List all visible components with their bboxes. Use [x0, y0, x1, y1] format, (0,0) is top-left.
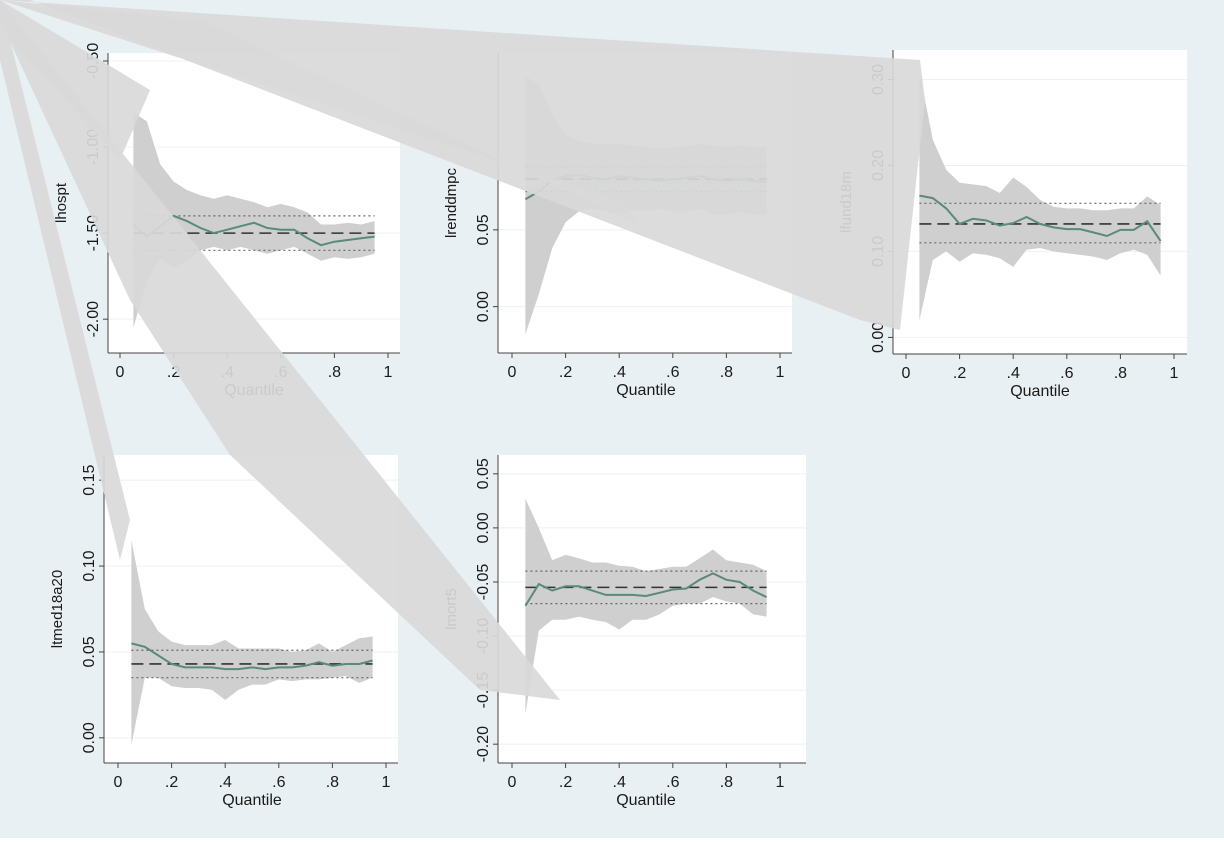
x-tick-label: 1: [382, 774, 391, 791]
x-tick-label: 1: [1170, 365, 1179, 382]
x-tick-label: 0: [116, 364, 125, 381]
x-tick-label: 1: [776, 364, 785, 381]
y-tick-label: 0.10: [81, 550, 98, 581]
x-tick-label: .4: [1007, 365, 1020, 382]
y-tick-label: 0.00: [81, 722, 98, 753]
x-tick-label: 0: [508, 774, 517, 791]
x-axis-label: Quantile: [616, 382, 676, 399]
x-tick-label: .8: [328, 364, 341, 381]
x-axis-label: Quantile: [222, 792, 282, 809]
x-tick-label: .4: [219, 774, 232, 791]
x-tick-label: .4: [613, 364, 626, 381]
x-tick-label: .2: [953, 365, 966, 382]
x-tick-label: 1: [776, 774, 785, 791]
x-tick-label: 0: [902, 365, 911, 382]
x-tick-label: 0: [508, 364, 517, 381]
x-tick-label: .2: [559, 364, 572, 381]
x-tick-label: .8: [720, 364, 733, 381]
x-axis-label: Quantile: [1010, 383, 1070, 400]
x-tick-label: .6: [666, 774, 679, 791]
y-tick-label: -0.05: [475, 564, 492, 601]
y-tick-label: 0.00: [475, 291, 492, 322]
x-tick-label: .2: [559, 774, 572, 791]
y-tick-label: 0.15: [81, 465, 98, 496]
y-tick-label: 0.05: [475, 458, 492, 489]
y-tick-label: -2.00: [85, 301, 102, 338]
y-axis-label: lhospt: [53, 182, 70, 223]
y-axis-label: ltmed18a20: [49, 570, 66, 648]
x-tick-label: .8: [326, 774, 339, 791]
x-tick-label: 1: [384, 364, 393, 381]
y-tick-label: 0.00: [870, 322, 887, 353]
x-tick-label: 0: [114, 774, 123, 791]
x-tick-label: .6: [1060, 365, 1073, 382]
y-tick-label: -0.20: [475, 726, 492, 763]
x-tick-label: .8: [720, 774, 733, 791]
x-tick-label: .2: [165, 774, 178, 791]
x-tick-label: .6: [666, 364, 679, 381]
y-tick-label: 0.05: [475, 214, 492, 245]
y-tick-label: 0.00: [475, 512, 492, 543]
x-tick-label: .4: [613, 774, 626, 791]
y-tick-label: 0.05: [81, 636, 98, 667]
x-tick-label: .8: [1114, 365, 1127, 382]
x-axis-label: Quantile: [616, 792, 676, 809]
y-axis-label: lrenddmpc: [443, 167, 460, 238]
x-tick-label: .6: [272, 774, 285, 791]
